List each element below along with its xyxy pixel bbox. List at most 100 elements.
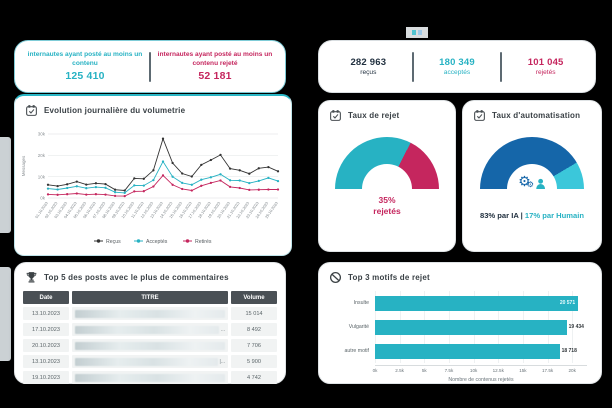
panel-title: Evolution journalière du volumetrie (44, 106, 186, 115)
table-row[interactable]: 20.10.2023 7 706 (23, 339, 277, 352)
panel-motifs-rejet: Top 3 motifs de rejet Insulte 20 571 Vulga… (318, 262, 602, 384)
svg-text:Reçus: Reçus (106, 239, 121, 245)
bar-category-label: autre motif (344, 348, 369, 354)
rejection-rate-label: rejetés (373, 206, 401, 217)
panel-title: Taux d'automatisation (492, 111, 581, 120)
table-header-row: Date TITRE Volume (23, 291, 277, 304)
panel-volume-evolution: Evolution journalière du volumetrie 0k 10… (14, 94, 292, 256)
column-header-volume: Volume (231, 291, 277, 304)
column-header-titre: TITRE (72, 291, 228, 304)
cropped-panel-sliver-top (0, 137, 11, 233)
stat-internautes-contenu: internautes ayant posté au moins un cont… (21, 51, 149, 83)
stat-recus: 282 963 reçus (325, 55, 412, 78)
stat-card-volumes: 282 963 reçus 180 349 acceptés 101 045 r… (318, 40, 596, 93)
stat-value: 125 410 (65, 70, 105, 83)
cell-date: 19.10.2023 (23, 371, 69, 384)
stat-divider (411, 51, 414, 82)
person-icon (535, 178, 545, 189)
stat-label: internautes ayant posté au moins un cont… (27, 50, 143, 67)
redacted-title-bar (75, 357, 218, 366)
column-header-date: Date (23, 291, 69, 304)
x-tick-label: 7.5k (444, 368, 454, 373)
cell-volume: 4 742 (231, 371, 277, 384)
table-row[interactable]: 13.10.2023 15 014 (23, 307, 277, 320)
stat-divider (500, 51, 503, 82)
bar[interactable] (375, 295, 578, 311)
bar-track: 20 571 (375, 295, 587, 311)
bar-value-label: 18 718 (561, 348, 577, 354)
panel-taux-automatisation: Taux d'automatisation ⚙ ⚙ 83% par IA | 1… (462, 100, 602, 252)
svg-text:Retirés: Retirés (195, 239, 212, 245)
svg-text:0k: 0k (40, 196, 46, 201)
bar-x-axis: 0k 2.5k 5k 7.5k 10k 12.5k 15k 17.5k 20k (372, 365, 587, 375)
panel-title: Top 3 motifs de rejet (348, 273, 430, 282)
volume-line-chart[interactable]: 0k10k20k30kMessages01.10.202302.10.20230… (18, 120, 288, 252)
bar-x-axis-label: Nombre de contenus rejetés (448, 377, 514, 383)
panel-title: Top 5 des posts avec le plus de commenta… (44, 273, 229, 282)
stat-value: 180 349 (439, 57, 475, 69)
stat-value: 52 181 (198, 70, 232, 83)
x-tick-label: 0k (372, 368, 378, 373)
calendar-check-icon (330, 110, 341, 121)
automation-rate-footer: 83% par IA | 17% par Humain (463, 211, 601, 220)
bar-value-label: 19 434 (568, 324, 584, 330)
cell-title-redacted (72, 371, 228, 384)
bar-category-label: Vulgarité (348, 324, 369, 330)
calendar-check-icon (474, 110, 485, 121)
stat-rejetes: 101 045 rejetés (502, 55, 589, 78)
svg-text:20k: 20k (38, 153, 46, 158)
stat-value: 101 045 (527, 57, 564, 69)
x-tick-label: 10k (469, 368, 478, 373)
calendar-check-icon (26, 105, 37, 116)
table-body: 13.10.2023 15 014 17.10.2023... 8 492 20.10.… (23, 307, 277, 384)
cell-volume: 5 900 (231, 355, 277, 368)
rejection-rate-gauge (335, 137, 439, 189)
title-ellipsis: |... (219, 358, 225, 365)
x-tick-label: 5k (421, 368, 427, 373)
cell-volume: 15 014 (231, 307, 277, 320)
svg-text:Acceptés: Acceptés (146, 239, 168, 245)
bar-track: 19 434 (375, 319, 587, 335)
bar[interactable] (375, 343, 560, 359)
svg-text:30k: 30k (38, 132, 46, 137)
bar-row: autre motif 18 718 (344, 339, 587, 363)
cell-title-redacted: ... (72, 323, 228, 336)
cell-date: 13.10.2023 (23, 307, 69, 320)
table-row[interactable]: 19.10.2023 4 742 (23, 371, 277, 384)
footer-separator: | (518, 211, 525, 220)
cell-volume: 8 492 (231, 323, 277, 336)
panel-taux-rejet: Taux de rejet 35% rejetés (318, 100, 456, 252)
cropped-panel-sliver-bottom (0, 267, 11, 361)
bar-value-label: 20 571 (559, 300, 576, 306)
bar[interactable] (375, 319, 567, 335)
fragment-mark-blue (418, 30, 422, 35)
stat-label: rejetés (535, 69, 556, 77)
stat-value: 282 963 (350, 57, 387, 69)
bar-track: 18 718 (375, 343, 587, 359)
panel-title: Taux de rejet (348, 111, 400, 120)
table-row[interactable]: 13.10.2023 |... 5 900 (23, 355, 277, 368)
x-tick-label: 15k (519, 368, 527, 373)
bar-row: Vulgarité 19 434 (349, 315, 587, 339)
cell-date: 20.10.2023 (23, 339, 69, 352)
rejection-rate-caption: 35% rejetés (319, 195, 455, 217)
automation-ia-share: 83% par IA (479, 211, 519, 220)
svg-text:Messages: Messages (21, 155, 26, 176)
cell-title-redacted (72, 307, 228, 320)
gears-icon: ⚙ (518, 174, 531, 190)
stat-label: reçus (360, 69, 377, 77)
cell-title-redacted: |... (72, 355, 228, 368)
rejection-bars-plot: Insulte 20 571 Vulgarité 19 434 autre motif 1… (344, 291, 587, 363)
trophy-icon (26, 272, 37, 283)
fragment-mark-teal (412, 30, 416, 35)
redacted-title-bar (75, 373, 225, 382)
x-tick-label: 20k (568, 368, 576, 373)
cell-volume: 7 706 (231, 339, 277, 352)
redacted-title-bar (75, 309, 225, 318)
svg-text:10k: 10k (38, 174, 46, 179)
x-tick-label: 2.5k (395, 368, 404, 373)
bar-category-label: Insulte (353, 300, 369, 306)
x-tick-label: 17.5k (541, 368, 554, 373)
cell-date: 13.10.2023 (23, 355, 69, 368)
table-row[interactable]: 17.10.2023... 8 492 (23, 323, 277, 336)
